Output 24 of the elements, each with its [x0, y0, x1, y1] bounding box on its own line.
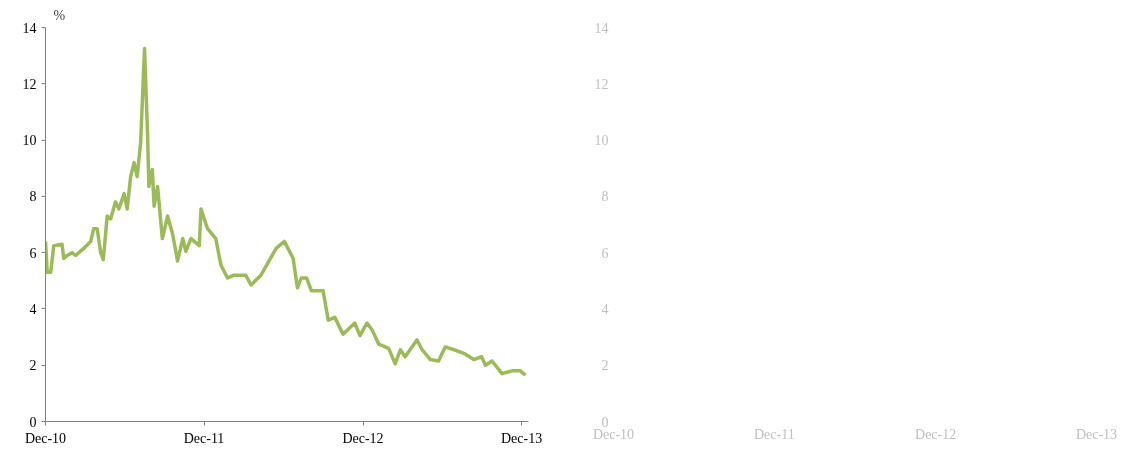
y-tick-label: 2	[29, 358, 37, 374]
y-tick-label: 8	[601, 189, 609, 205]
x-tick-label: Dec-12	[915, 426, 957, 442]
y-tick-label: 12	[22, 76, 37, 92]
y-tick-label: 0	[29, 414, 37, 430]
y-tick-label: 14	[594, 20, 609, 36]
x-tick-label: Dec-13	[1075, 426, 1118, 442]
x-tick-label: Dec-10	[24, 430, 67, 446]
x-tick-label: Dec-11	[183, 430, 225, 446]
y-tick-label: 14	[22, 20, 37, 36]
y-tick-label: 4	[29, 301, 37, 317]
line-series	[45, 46, 528, 377]
y-tick-label: 12	[594, 76, 609, 92]
y-tick-label: 10	[594, 133, 609, 149]
y-tick-label: 6	[29, 245, 37, 261]
y-axis-title: %	[53, 7, 66, 23]
y-tick-label: 10	[22, 133, 37, 149]
x-tick-label: Dec-12	[342, 430, 384, 446]
y-tick-label: 2	[601, 358, 609, 374]
y-tick-label: 4	[601, 301, 609, 317]
y-tick-label: 8	[29, 189, 37, 205]
y-tick-label: 6	[601, 245, 609, 261]
x-tick-label: Dec-11	[754, 426, 795, 442]
x-tick-label: Dec-13	[500, 430, 543, 446]
